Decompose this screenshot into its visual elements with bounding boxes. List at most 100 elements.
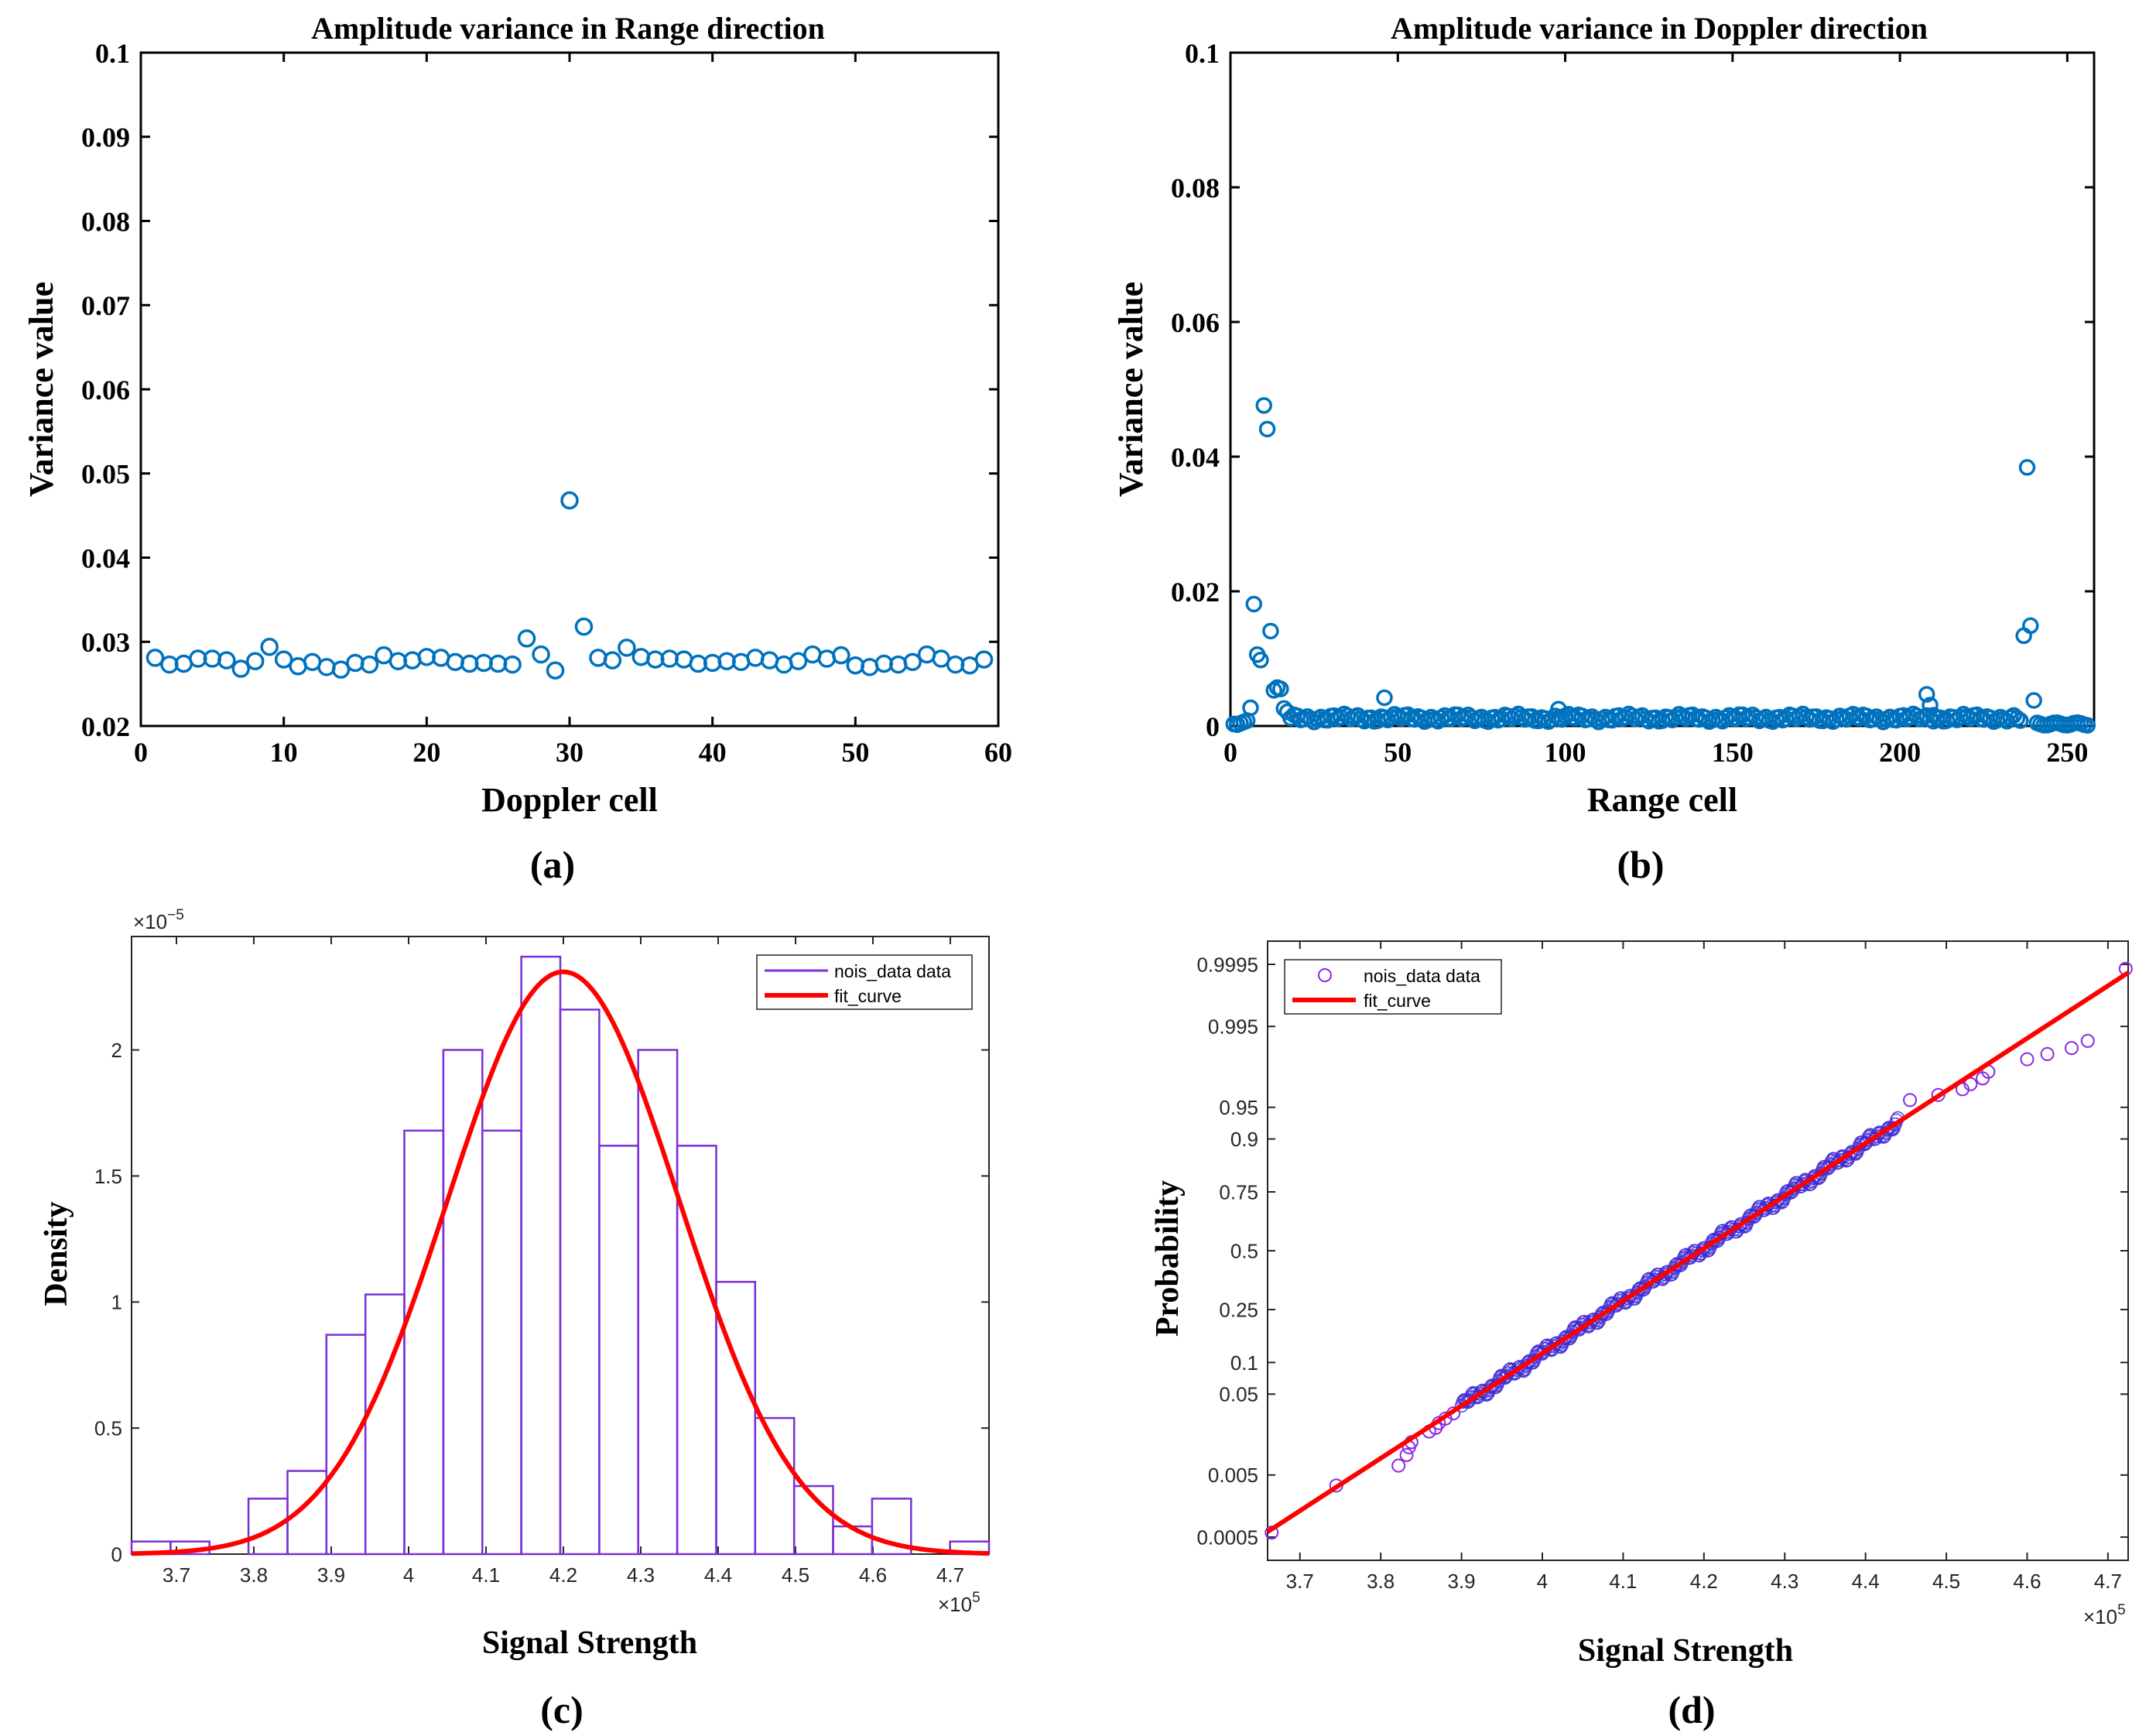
panel-c-bar bbox=[520, 955, 562, 1556]
panel-c: 0 0.5 1 1.5 2 3.7 3.8 3.9 4 4.1 4.2 4.3 4.4 4.5 4.6 4.… bbox=[39, 907, 991, 1731]
panel-b-xtick-label: 0 bbox=[1223, 737, 1237, 768]
panel-a-ytick-label: 0.09 bbox=[81, 122, 130, 153]
panel-a-point bbox=[546, 661, 565, 680]
panel-a-point bbox=[217, 651, 236, 669]
panel-d-points bbox=[1265, 961, 2133, 1540]
panel-c-xtick-label: 4.1 bbox=[472, 1563, 500, 1587]
panel-c-fit-curve bbox=[131, 969, 990, 1556]
panel-d-xtick-label: 3.7 bbox=[1286, 1570, 1314, 1593]
panel-a-xtick-label: 60 bbox=[984, 737, 1012, 768]
panel-d-ytick-label: 0.1 bbox=[1230, 1351, 1258, 1375]
panel-c-y-ticks: 0 0.5 1 1.5 2 bbox=[94, 1039, 989, 1566]
panel-b-point bbox=[1262, 622, 1279, 640]
panel-c-bar bbox=[481, 1129, 522, 1556]
panel-c-bar bbox=[792, 1484, 834, 1556]
panel-a-ytick-label: 0.02 bbox=[81, 711, 130, 742]
panel-c-ytick-label: 1 bbox=[111, 1291, 122, 1314]
panel-d-ytick-label: 0.95 bbox=[1219, 1096, 1258, 1119]
panel-d-point bbox=[2040, 1046, 2055, 1061]
panel-a-point bbox=[317, 658, 336, 676]
panel-c-x-ticks: 3.7 3.8 3.9 4 4.1 4.2 4.3 4.4 4.5 4.6 4.7 bbox=[163, 936, 964, 1587]
panel-b-point bbox=[1245, 595, 1263, 613]
panel-b-point bbox=[2079, 717, 2096, 734]
panel-d-x-ticks: 3.7 3.8 3.9 4 4.1 4.2 4.3 4.4 4.5 4.6 4.7 bbox=[1286, 941, 2122, 1593]
panel-a-point bbox=[832, 645, 850, 665]
panel-c-xlabel: Signal Strength bbox=[482, 1625, 697, 1661]
panel-c-ytick-label: 0.5 bbox=[94, 1417, 122, 1440]
panel-b-label: (b) bbox=[1617, 843, 1664, 886]
panel-b-point bbox=[2025, 692, 2042, 709]
panel-b-point bbox=[2022, 617, 2039, 635]
panel-c-ytick-label: 0 bbox=[111, 1543, 122, 1566]
panel-d-point bbox=[1843, 1147, 1857, 1161]
panel-b: Amplitude variance in Doppler direction … bbox=[1112, 11, 2096, 886]
panel-c-bar bbox=[247, 1498, 289, 1556]
panel-b-ytick-label: 0.06 bbox=[1171, 307, 1220, 338]
panel-a-ytick-label: 0.08 bbox=[81, 206, 130, 237]
panel-b-points bbox=[1225, 397, 2096, 734]
panel-c-y-exponent: ×10−5 bbox=[133, 907, 184, 933]
panel-d-ytick-label: 0.0005 bbox=[1196, 1525, 1258, 1549]
panel-a-points bbox=[145, 491, 994, 680]
panel-c-label: (c) bbox=[540, 1688, 583, 1731]
panel-a-point bbox=[589, 649, 607, 667]
panel-c-bar bbox=[871, 1498, 912, 1556]
panel-a-point bbox=[789, 652, 808, 671]
panel-d-xtick-label: 4 bbox=[1537, 1570, 1548, 1593]
panel-d-point bbox=[2020, 1052, 2035, 1067]
panel-d-legend-box bbox=[1284, 959, 1502, 1015]
panel-c-bar bbox=[598, 1145, 639, 1556]
panel-d-ytick-label: 0.05 bbox=[1219, 1383, 1258, 1406]
panel-d-point bbox=[1931, 1087, 1946, 1102]
panel-c-xtick-label: 4.5 bbox=[782, 1563, 809, 1587]
panel-a-point bbox=[560, 491, 579, 510]
panel-b-y-ticks: 0 0.02 0.04 0.06 0.08 0.1 bbox=[1171, 38, 2094, 742]
panel-b-point bbox=[1376, 689, 1393, 707]
panel-b-ytick-label: 0.08 bbox=[1171, 173, 1220, 204]
panel-d-ytick-label: 0.9 bbox=[1230, 1128, 1258, 1151]
panel-a-ytick-label: 0.06 bbox=[81, 375, 130, 406]
panel-c-xtick-label: 3.8 bbox=[240, 1563, 268, 1587]
panel-b-xtick-label: 100 bbox=[1545, 737, 1586, 768]
panel-a-y-ticks: 0.02 0.03 0.04 0.05 0.06 0.07 0.08 0.09 0.1 bbox=[81, 38, 998, 742]
panel-b-xtick-label: 250 bbox=[2046, 737, 2088, 768]
panel-a-point bbox=[274, 650, 293, 669]
panel-a-x-ticks: 0 10 20 30 40 50 60 bbox=[134, 53, 1012, 768]
panel-c-legend-data-label: nois_data data bbox=[834, 961, 951, 981]
panel-d-xtick-label: 4.6 bbox=[2013, 1570, 2041, 1593]
panel-a-xtick-label: 20 bbox=[412, 737, 440, 768]
panel-d-ytick-label: 0.9995 bbox=[1196, 953, 1258, 976]
panel-d: 0.0005 0.005 0.05 0.1 0.25 0.5 0.75 0.9 0.95 0.99… bbox=[1150, 940, 2133, 1731]
panel-c-xtick-label: 4 bbox=[403, 1563, 414, 1587]
panel-a-point bbox=[260, 638, 279, 656]
panel-b-point bbox=[1925, 707, 1942, 724]
panel-d-legend: nois_data data fit_curve bbox=[1284, 959, 1502, 1015]
panel-b-xtick-label: 200 bbox=[1879, 737, 1921, 768]
panel-a-point bbox=[817, 649, 837, 668]
panel-d-xtick-label: 4.1 bbox=[1609, 1570, 1637, 1593]
panel-a-point bbox=[517, 629, 536, 648]
panel-a-point bbox=[245, 652, 265, 671]
panel-a-point bbox=[618, 639, 636, 657]
panel-a-point bbox=[532, 645, 550, 664]
panel-a-xlabel: Doppler cell bbox=[481, 781, 658, 819]
panel-b-xtick-label: 50 bbox=[1384, 737, 1412, 768]
panel-d-point bbox=[2080, 1033, 2095, 1048]
panel-c-xtick-label: 4.2 bbox=[549, 1563, 577, 1587]
panel-c-bar bbox=[403, 1129, 445, 1556]
panel-a-point bbox=[631, 648, 651, 666]
panel-a-point bbox=[775, 655, 793, 674]
panel-d-point bbox=[1391, 1458, 1406, 1473]
panel-a-ylabel: Variance value bbox=[22, 282, 60, 497]
panel-b-point bbox=[1272, 680, 1289, 697]
panel-d-xtick-label: 3.8 bbox=[1367, 1570, 1395, 1593]
panel-d-point bbox=[1963, 1077, 1978, 1091]
panel-c-legend-fit-label: fit_curve bbox=[834, 986, 902, 1006]
panel-d-ytick-label: 0.5 bbox=[1230, 1239, 1258, 1262]
panel-d-x-exponent: ×105 bbox=[2083, 1602, 2126, 1628]
panel-d-xtick-label: 4.4 bbox=[1852, 1570, 1880, 1593]
panel-a-title: Amplitude variance in Range direction bbox=[311, 11, 825, 46]
panel-a-ytick-label: 0.07 bbox=[81, 290, 130, 321]
panel-c-ylabel: Density bbox=[39, 1201, 74, 1306]
